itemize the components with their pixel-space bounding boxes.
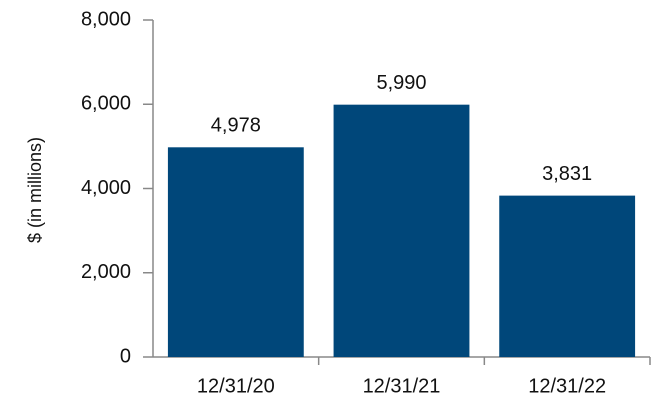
y-tick-label: 8,000 <box>81 8 131 30</box>
y-tick-label: 6,000 <box>81 93 131 115</box>
y-tick-label: 0 <box>120 345 131 367</box>
value-label: 3,831 <box>542 163 592 185</box>
x-tick-label: 12/31/21 <box>363 375 441 397</box>
value-label: 5,990 <box>376 72 426 94</box>
bar <box>333 104 470 357</box>
x-tick-label: 12/31/22 <box>528 375 606 397</box>
value-label: 4,978 <box>211 115 261 137</box>
y-axis-label: $ (in millions) <box>25 137 45 243</box>
bar <box>167 147 304 357</box>
y-tick-label: 4,000 <box>81 177 131 199</box>
y-tick-label: 2,000 <box>81 261 131 283</box>
bar <box>499 195 636 357</box>
x-tick-label: 12/31/20 <box>197 375 275 397</box>
